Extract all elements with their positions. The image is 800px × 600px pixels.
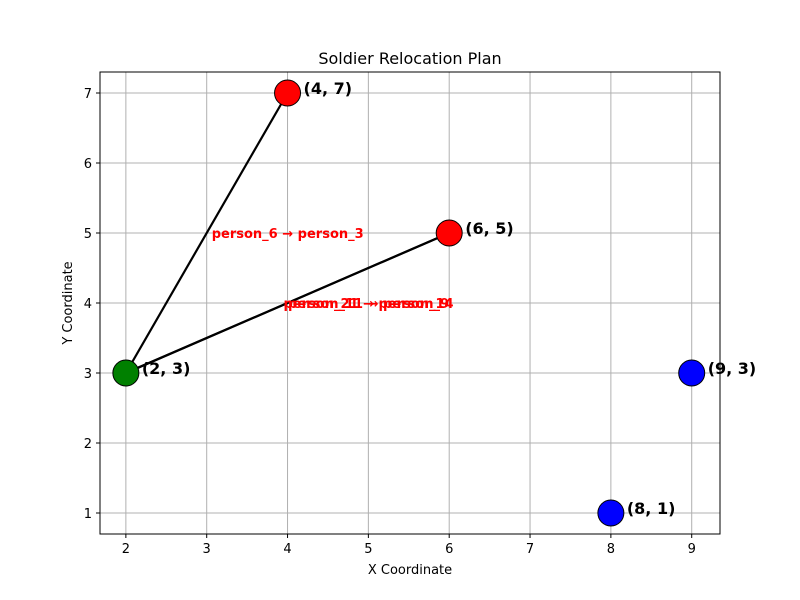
x-tick-label: 3 xyxy=(203,542,211,557)
point-label: (2, 3) xyxy=(142,359,191,378)
axis-ticks: 2 3 4 5 6 7 8 9 1 2 3 4 5 6 7 xyxy=(84,87,696,557)
move-labels: person_6 → person_3 person_21 → person_14… xyxy=(212,227,454,312)
y-tick-label: 6 xyxy=(84,157,92,172)
y-tick-label: 1 xyxy=(84,507,92,522)
point-label: (9, 3) xyxy=(708,359,757,378)
point-other xyxy=(597,499,625,527)
x-axis-label: X Coordinate xyxy=(368,563,452,578)
move-line xyxy=(124,92,289,374)
points xyxy=(112,79,706,527)
point-label: (6, 5) xyxy=(465,219,514,238)
y-axis-label: Y Coordinate xyxy=(61,261,76,345)
point-label: (8, 1) xyxy=(627,499,676,518)
y-tick-label: 2 xyxy=(84,437,92,452)
x-tick-label: 7 xyxy=(526,542,534,557)
chart-title: Soldier Relocation Plan xyxy=(318,49,501,68)
move-label: person_6 → person_3 xyxy=(212,227,364,242)
x-tick-label: 6 xyxy=(445,542,453,557)
grid xyxy=(100,72,720,534)
point-destination xyxy=(435,219,463,247)
point-destination xyxy=(274,79,302,107)
point-source xyxy=(112,359,140,387)
move-lines xyxy=(124,92,450,375)
x-tick-label: 9 xyxy=(688,542,696,557)
y-tick-label: 4 xyxy=(84,297,92,312)
y-tick-label: 3 xyxy=(84,367,92,382)
x-tick-label: 8 xyxy=(607,542,615,557)
y-tick-label: 7 xyxy=(84,87,92,102)
move-label: person_11 → person_9 xyxy=(288,297,449,312)
x-tick-label: 5 xyxy=(364,542,372,557)
y-tick-label: 5 xyxy=(84,227,92,242)
point-labels: (2, 3) (4, 7) (6, 5) (9, 3) (8, 1) xyxy=(142,79,756,518)
point-other xyxy=(678,359,706,387)
point-label: (4, 7) xyxy=(304,79,353,98)
move-line xyxy=(125,231,450,375)
x-tick-label: 4 xyxy=(283,542,291,557)
x-tick-label: 2 xyxy=(122,542,130,557)
move-label: person_21 → person_14 xyxy=(284,297,454,312)
